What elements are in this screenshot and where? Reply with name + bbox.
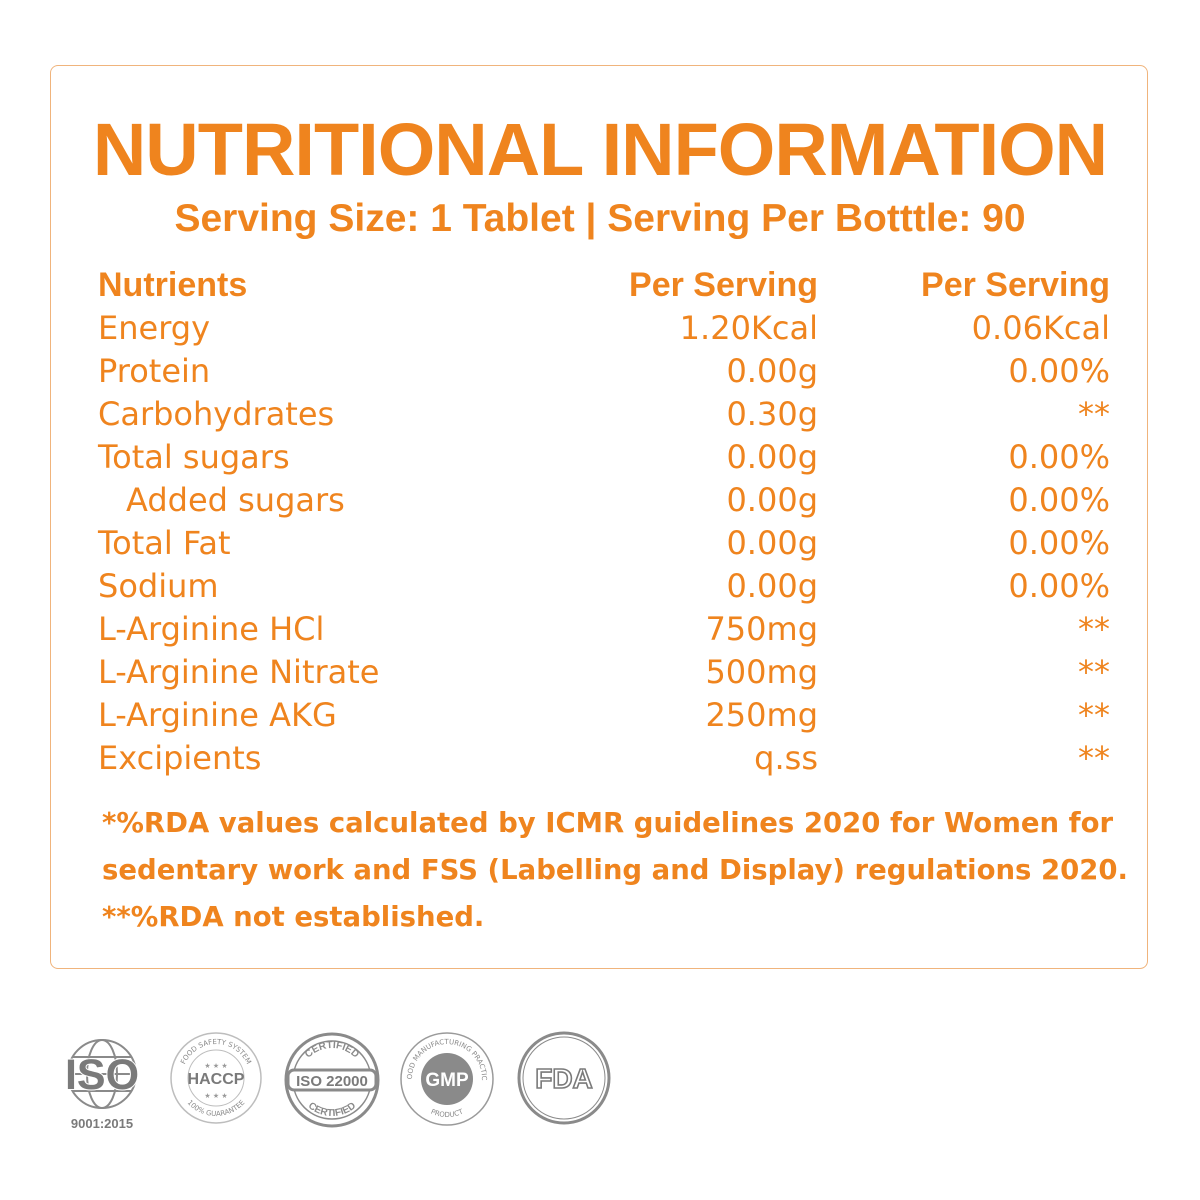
haccp-label: HACCP xyxy=(188,1071,245,1088)
nutrient-name: L-Arginine AKG xyxy=(98,696,337,734)
per-serving-value: 0.00g xyxy=(726,352,818,390)
iso-9001-badge-icon: ISO 9001:2015 xyxy=(64,1039,140,1131)
rda-value: ** xyxy=(1078,696,1110,734)
rda-value: ** xyxy=(1078,653,1110,691)
nutrient-name: Protein xyxy=(98,352,211,390)
table-row: Energy 1.20Kcal 0.06Kcal xyxy=(98,307,1110,350)
table-row: Carbohydrates 0.30g ** xyxy=(98,393,1110,436)
table-body: Energy 1.20Kcal 0.06Kcal Protein 0.00g 0.00% C… xyxy=(98,307,1110,780)
table-header-row: Nutrients Per Serving Per Serving xyxy=(98,264,1110,307)
table-row: Excipients q.ss ** xyxy=(98,737,1110,780)
nutrition-panel xyxy=(50,65,1148,969)
header-rda: Per Serving xyxy=(921,266,1110,304)
gmp-ring-bottom: PRODUCT xyxy=(430,1107,465,1119)
iso-sub-label: 9001:2015 xyxy=(71,1116,133,1131)
rda-value: 0.00% xyxy=(1008,438,1110,476)
rda-value: 0.00% xyxy=(1008,567,1110,605)
per-serving-value: 0.00g xyxy=(726,567,818,605)
nutrient-name: Carbohydrates xyxy=(98,395,335,433)
haccp-ring-bottom: 100% GUARANTEE xyxy=(186,1099,247,1118)
table-row: Added sugars 0.00g 0.00% xyxy=(98,479,1110,522)
nutrient-name: Excipients xyxy=(98,739,262,777)
per-serving-value: 0.30g xyxy=(726,395,818,433)
iso-22000-badge-icon: CERTIFIED CERTIFIED ISO 22000 xyxy=(284,1032,380,1128)
per-serving-value: 750mg xyxy=(705,610,818,648)
iso22000-ring-top: CERTIFIED xyxy=(303,1040,361,1061)
footnote: sedentary work and FSS (Labelling and Di… xyxy=(102,854,1128,886)
nutrient-name: L-Arginine HCl xyxy=(98,610,325,648)
rda-value: 0.00% xyxy=(1008,352,1110,390)
svg-text:★ ★ ★: ★ ★ ★ xyxy=(204,1092,227,1100)
per-serving-value: 1.20Kcal xyxy=(679,309,818,347)
gmp-badge-icon: GOOD MANUFACTURING PRACTICE PRODUCT GMP xyxy=(398,1030,494,1126)
nutrient-name: Total Fat xyxy=(98,524,231,562)
header-nutrients: Nutrients xyxy=(98,266,248,304)
per-serving-value: 0.00g xyxy=(726,524,818,562)
footnotes: *%RDA values calculated by ICMR guidelin… xyxy=(102,800,1128,941)
header-per-serving: Per Serving xyxy=(629,266,818,304)
table-row: Total sugars 0.00g 0.00% xyxy=(98,436,1110,479)
rda-value: ** xyxy=(1078,395,1110,433)
serving-info: Serving Size: 1 Tablet | Serving Per Bot… xyxy=(174,197,1026,240)
table-row: L-Arginine HCl 750mg ** xyxy=(98,608,1110,651)
footnote: **%RDA not established. xyxy=(102,901,485,933)
rda-value: ** xyxy=(1078,610,1110,648)
svg-text:CERTIFIED: CERTIFIED xyxy=(303,1040,361,1061)
per-serving-value: 500mg xyxy=(705,653,818,691)
table-row: L-Arginine Nitrate 500mg ** xyxy=(98,651,1110,694)
per-serving-value: 0.00g xyxy=(726,481,818,519)
table-row: Sodium 0.00g 0.00% xyxy=(98,565,1110,608)
nutrient-name: Sodium xyxy=(98,567,219,605)
footnote: *%RDA values calculated by ICMR guidelin… xyxy=(102,807,1114,839)
per-serving-value: 0.00g xyxy=(726,438,818,476)
svg-text:CERTIFIED: CERTIFIED xyxy=(306,1100,358,1119)
iso22000-ring-bottom: CERTIFIED xyxy=(306,1100,358,1119)
certification-badges: ISO 9001:2015 FOOD SAFETY SYSTEM 100% GU… xyxy=(50,1030,650,1140)
fda-badge-icon: FDA xyxy=(517,1031,611,1125)
iso-label: ISO xyxy=(65,1051,139,1099)
gmp-label: GMP xyxy=(425,1070,469,1091)
rda-value: 0.00% xyxy=(1008,524,1110,562)
table-row: L-Arginine AKG 250mg ** xyxy=(98,694,1110,737)
svg-text:100% GUARANTEE: 100% GUARANTEE xyxy=(186,1099,247,1118)
per-serving-value: q.ss xyxy=(754,739,818,777)
nutrient-name: Energy xyxy=(98,309,211,347)
rda-value: ** xyxy=(1078,739,1110,777)
haccp-badge-icon: FOOD SAFETY SYSTEM 100% GUARANTEE HACCP … xyxy=(170,1032,262,1124)
nutrient-name: Total sugars xyxy=(98,438,290,476)
fda-label: FDA xyxy=(535,1063,593,1094)
table-row: Protein 0.00g 0.00% xyxy=(98,350,1110,393)
rda-value: 0.06Kcal xyxy=(971,309,1110,347)
svg-text:★ ★ ★: ★ ★ ★ xyxy=(204,1062,227,1070)
rda-value: 0.00% xyxy=(1008,481,1110,519)
table-row: Total Fat 0.00g 0.00% xyxy=(98,522,1110,565)
nutrition-table: Nutrients Per Serving Per Serving Energy… xyxy=(98,264,1110,780)
svg-text:PRODUCT: PRODUCT xyxy=(430,1107,465,1119)
page-title: NUTRITIONAL INFORMATION xyxy=(92,108,1108,191)
nutrient-name: Added sugars xyxy=(126,481,345,519)
per-serving-value: 250mg xyxy=(705,696,818,734)
iso22000-label: ISO 22000 xyxy=(296,1073,368,1090)
nutrient-name: L-Arginine Nitrate xyxy=(98,653,380,691)
